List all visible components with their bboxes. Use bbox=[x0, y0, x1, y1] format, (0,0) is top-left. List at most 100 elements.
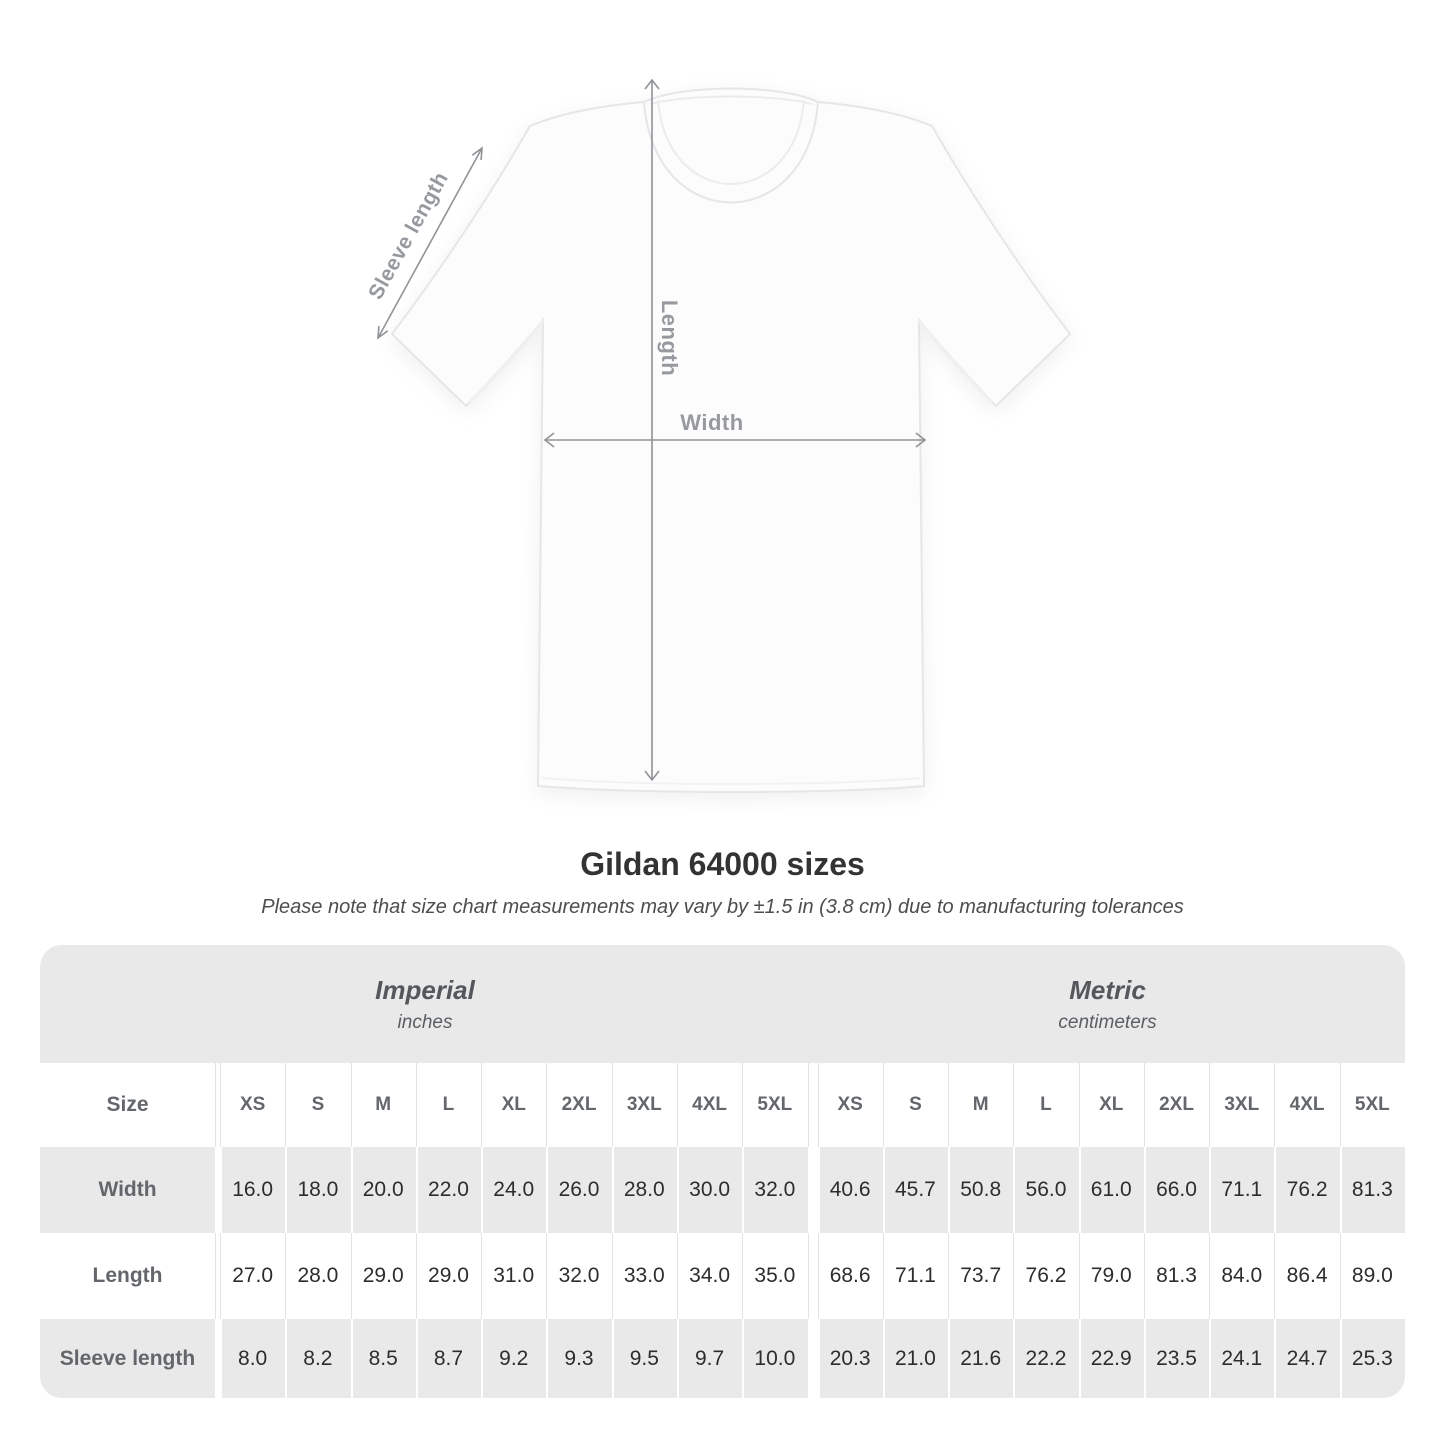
table-rows: Size XS S M L XL 2XL 3XL 4XL 5XL XS S M L XL 2XL 3XL 4XL 5… bbox=[40, 1063, 1405, 1398]
sleeve-length-row: Sleeve length 8.0 8.2 8.5 8.7 9.2 9.3 9.5 9.7 10.… bbox=[40, 1319, 1405, 1398]
table-cell: L bbox=[416, 1063, 481, 1147]
section-divider bbox=[808, 1233, 818, 1319]
unit-band: Imperial inches Metric centimeters bbox=[40, 945, 1405, 1063]
table-cell: XL bbox=[481, 1063, 546, 1147]
table-cell: 56.0 bbox=[1013, 1147, 1078, 1233]
table-cell: 2XL bbox=[546, 1063, 611, 1147]
table-cell: 22.2 bbox=[1013, 1319, 1078, 1398]
table-cell: 8.2 bbox=[285, 1319, 350, 1398]
table-cell: 29.0 bbox=[416, 1233, 481, 1319]
table-cell: 28.0 bbox=[285, 1233, 350, 1319]
length-row: Length 27.0 28.0 29.0 29.0 31.0 32.0 33.0 34.0 35… bbox=[40, 1233, 1405, 1319]
width-row: Width 16.0 18.0 20.0 22.0 24.0 26.0 28.0 30.0 32.… bbox=[40, 1147, 1405, 1233]
table-cell: 24.7 bbox=[1274, 1319, 1339, 1398]
imperial-title: Imperial bbox=[375, 974, 475, 1005]
table-cell: 9.7 bbox=[677, 1319, 742, 1398]
table-cell: 8.5 bbox=[351, 1319, 416, 1398]
table-cell: 20.3 bbox=[818, 1319, 883, 1398]
table-cell: 28.0 bbox=[612, 1147, 677, 1233]
table-cell: XS bbox=[818, 1063, 883, 1147]
table-cell: 21.6 bbox=[948, 1319, 1013, 1398]
table-cell: 30.0 bbox=[677, 1147, 742, 1233]
tshirt-illustration bbox=[377, 78, 1072, 793]
length-label: Length bbox=[657, 299, 682, 377]
table-cell: 23.5 bbox=[1144, 1319, 1209, 1398]
table-cell: 18.0 bbox=[285, 1147, 350, 1233]
table-cell: 40.6 bbox=[818, 1147, 883, 1233]
width-label: Width bbox=[680, 410, 744, 435]
table-cell: S bbox=[883, 1063, 948, 1147]
table-cell: L bbox=[1013, 1063, 1078, 1147]
imperial-unit: inches bbox=[397, 1011, 453, 1033]
table-cell: 4XL bbox=[677, 1063, 742, 1147]
table-cell: 68.6 bbox=[818, 1233, 883, 1319]
table-cell: 9.3 bbox=[546, 1319, 611, 1398]
table-cell: 66.0 bbox=[1144, 1147, 1209, 1233]
table-cell: 3XL bbox=[1209, 1063, 1274, 1147]
row-label: Width bbox=[98, 1178, 157, 1201]
table-cell: 22.0 bbox=[416, 1147, 481, 1233]
table-cell: 9.2 bbox=[481, 1319, 546, 1398]
table-cell: 31.0 bbox=[481, 1233, 546, 1319]
table-cell: 86.4 bbox=[1274, 1233, 1339, 1319]
left-underarm-seam bbox=[468, 319, 545, 404]
section-divider bbox=[807, 1147, 818, 1233]
table-cell: 45.7 bbox=[883, 1147, 948, 1233]
table-cell: 73.7 bbox=[948, 1233, 1013, 1319]
table-cell: 71.1 bbox=[1209, 1147, 1274, 1233]
table-cell: 24.1 bbox=[1209, 1319, 1274, 1398]
table-cell: M bbox=[948, 1063, 1013, 1147]
column-spacer bbox=[215, 1319, 220, 1398]
width-arrow bbox=[543, 432, 927, 448]
collar-inner bbox=[657, 99, 805, 185]
table-cell: 9.5 bbox=[612, 1319, 677, 1398]
page-title: Gildan 64000 sizes bbox=[580, 846, 865, 882]
table-cell: 5XL bbox=[742, 1063, 807, 1147]
table-cell: 25.3 bbox=[1340, 1319, 1405, 1398]
metric-unit: centimeters bbox=[1058, 1011, 1157, 1033]
table-cell: 22.9 bbox=[1079, 1319, 1144, 1398]
table-cell: 4XL bbox=[1274, 1063, 1339, 1147]
table-cell: 89.0 bbox=[1340, 1233, 1405, 1319]
table-cell: 3XL bbox=[612, 1063, 677, 1147]
table-cell: 21.0 bbox=[883, 1319, 948, 1398]
table-cell: 20.0 bbox=[351, 1147, 416, 1233]
section-divider bbox=[807, 1319, 818, 1398]
sleeve-length-arrow bbox=[377, 146, 483, 340]
table-cell: 33.0 bbox=[612, 1233, 677, 1319]
table-cell: 32.0 bbox=[546, 1233, 611, 1319]
metric-header: Metric centimeters bbox=[810, 945, 1405, 1063]
table-cell: 71.1 bbox=[883, 1233, 948, 1319]
imperial-header: Imperial inches bbox=[40, 945, 810, 1063]
table-cell: 61.0 bbox=[1079, 1147, 1144, 1233]
table-cell: 32.0 bbox=[742, 1147, 807, 1233]
shirt-diagram: Sleeve length Length Width bbox=[364, 78, 1072, 793]
hem-seam bbox=[541, 777, 921, 785]
size-note: Please note that size chart measurements… bbox=[261, 896, 1184, 918]
table-cell: 5XL bbox=[1340, 1063, 1405, 1147]
table-cell: 34.0 bbox=[677, 1233, 742, 1319]
table-cell: 8.0 bbox=[220, 1319, 285, 1398]
size-table: Imperial inches Metric centimeters Size X… bbox=[40, 945, 1405, 1398]
table-cell: XS bbox=[220, 1063, 285, 1147]
table-cell: XL bbox=[1079, 1063, 1144, 1147]
table-cell: 16.0 bbox=[220, 1147, 285, 1233]
length-arrow bbox=[644, 78, 660, 782]
table-cell: M bbox=[351, 1063, 416, 1147]
collar-outer bbox=[643, 101, 819, 204]
table-cell: S bbox=[285, 1063, 350, 1147]
table-cell: 35.0 bbox=[742, 1233, 807, 1319]
table-cell: 81.3 bbox=[1340, 1147, 1405, 1233]
metric-title: Metric bbox=[1069, 974, 1146, 1005]
table-cell: 8.7 bbox=[416, 1319, 481, 1398]
row-label: Sleeve length bbox=[59, 1346, 196, 1370]
row-label: Size bbox=[106, 1093, 149, 1116]
table-cell: 27.0 bbox=[220, 1233, 285, 1319]
section-divider bbox=[808, 1063, 818, 1147]
table-cell: 29.0 bbox=[351, 1233, 416, 1319]
table-cell: 26.0 bbox=[546, 1147, 611, 1233]
collar-back bbox=[649, 95, 813, 105]
table-cell: 24.0 bbox=[481, 1147, 546, 1233]
table-cell: 76.2 bbox=[1013, 1233, 1078, 1319]
size-header-row: Size XS S M L XL 2XL 3XL 4XL 5XL XS S M L XL 2XL 3XL 4XL 5… bbox=[40, 1063, 1405, 1147]
